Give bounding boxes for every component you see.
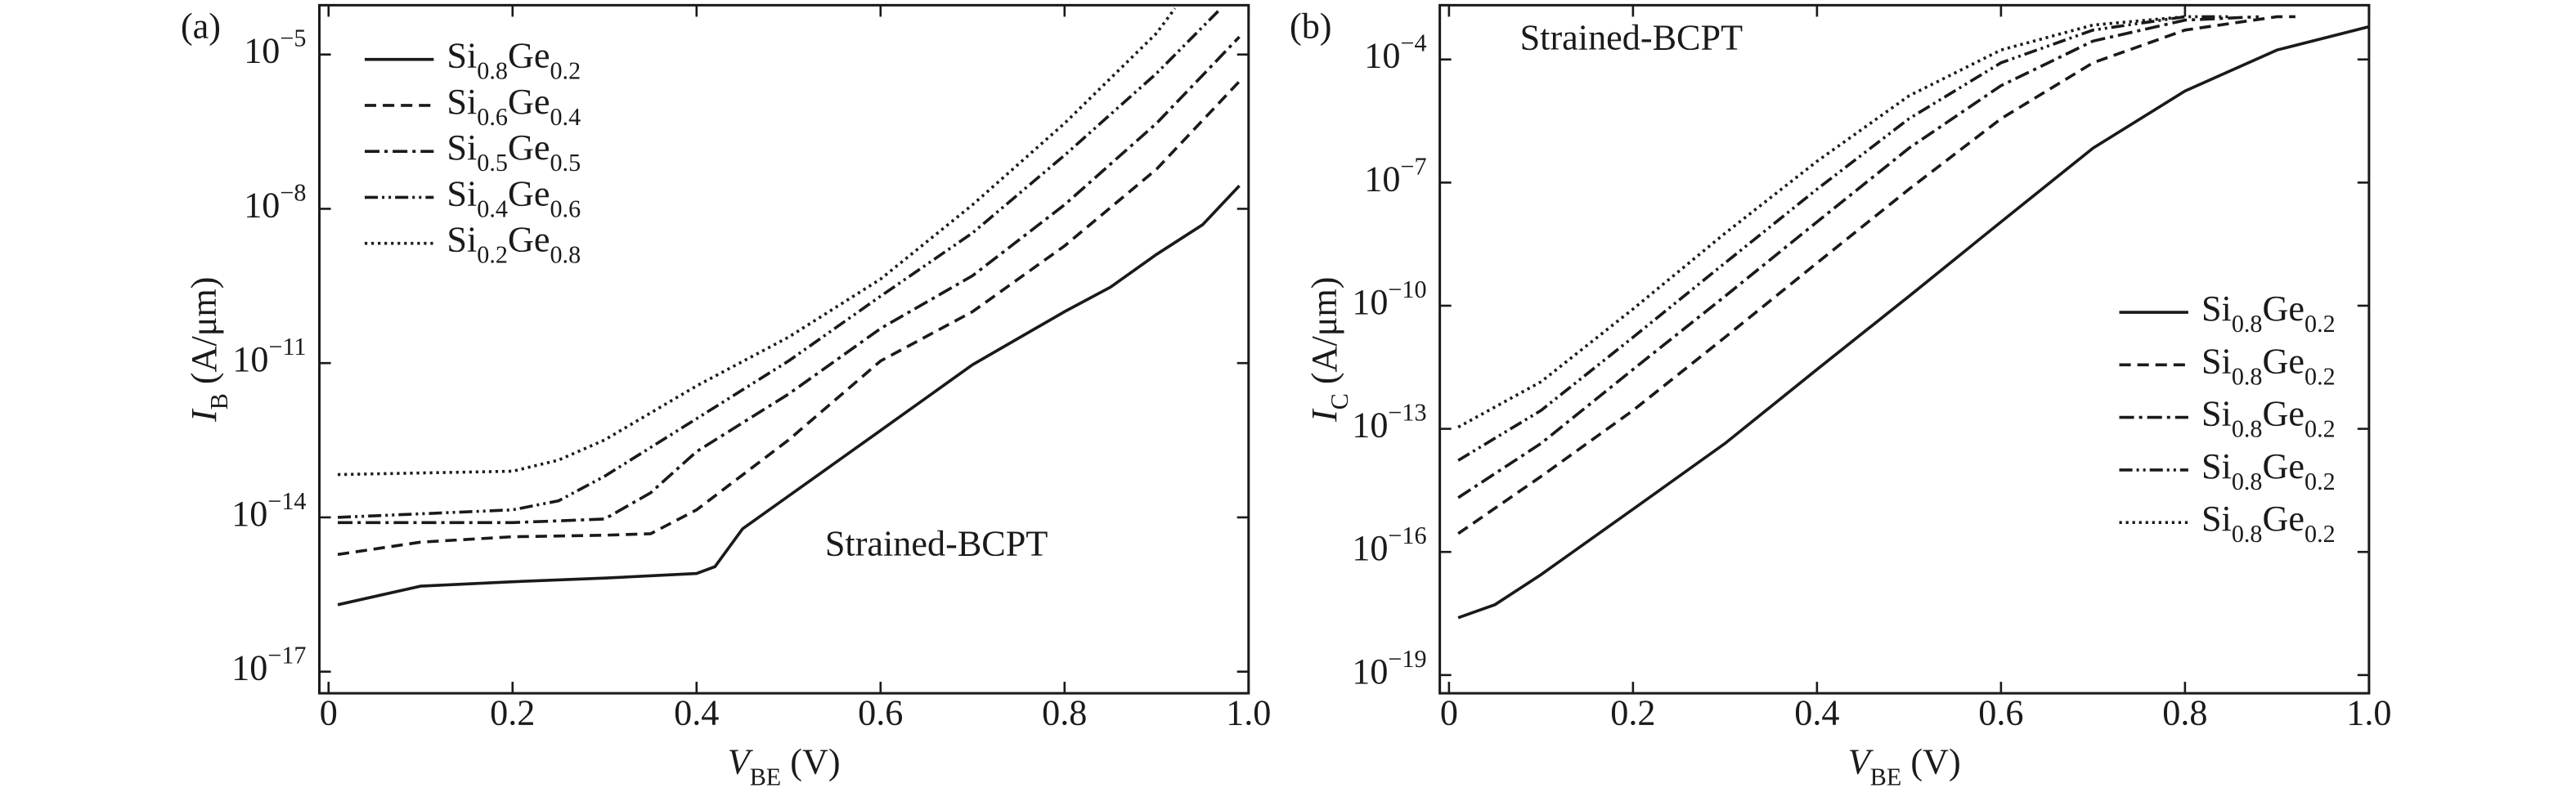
plot-frame	[318, 3, 1250, 695]
legend-label: Si0.8Ge0.2	[447, 36, 581, 85]
data-line	[1457, 15, 2232, 462]
x-tick-label: 0.4	[674, 692, 719, 732]
panel-label: (b)	[1290, 7, 1332, 47]
x-tick-label: 0	[320, 692, 338, 732]
x-tick-label: 0.8	[1042, 692, 1087, 732]
data-line	[338, 35, 1241, 525]
y-tick-label: 10−14	[231, 487, 306, 534]
data-line	[1457, 15, 2296, 535]
plot-frame	[1438, 3, 2371, 695]
y-tick-label: 10−19	[1352, 645, 1426, 692]
x-tick-label: 0.2	[1610, 692, 1655, 732]
legend-label: Si0.8Ge0.2	[2201, 446, 2336, 495]
legend-label: Si0.4Ge0.6	[447, 174, 581, 223]
x-tick-label: 0.4	[1794, 692, 1839, 732]
y-tick-label: 10−5	[244, 25, 306, 71]
x-axis-label: VBE (V)	[1848, 742, 1961, 791]
data-line	[1457, 15, 2186, 429]
x-tick-label: 1.0	[1226, 692, 1271, 732]
y-tick-label: 10−10	[1352, 275, 1426, 322]
y-tick-label: 10−8	[244, 178, 306, 225]
annotation: Strained-BCPT	[825, 523, 1048, 563]
x-tick-label: 0.8	[2162, 692, 2207, 732]
y-axis-label: IC (A/μm)	[1304, 276, 1353, 423]
y-axis-label: IB (A/μm)	[184, 276, 233, 423]
legend-label: Si0.8Ge0.2	[2201, 394, 2336, 443]
data-line	[337, 80, 1241, 557]
y-tick-label: 10−16	[1352, 522, 1426, 568]
data-line	[1457, 25, 2369, 620]
y-tick-label: 10−11	[232, 333, 306, 379]
panel-label: (a)	[181, 7, 221, 47]
x-tick-label: 0.2	[490, 692, 535, 732]
y-tick-label: 10−13	[1352, 399, 1426, 446]
x-tick-label: 0.6	[1978, 692, 2023, 732]
legend-label: Si0.8Ge0.2	[2201, 289, 2336, 338]
x-axis-label: VBE (V)	[728, 742, 841, 791]
data-line	[338, 7, 1177, 477]
x-tick-label: 1.0	[2346, 692, 2391, 732]
data-line	[1457, 15, 2259, 499]
data-line	[337, 7, 1223, 519]
x-tick-label: 0	[1440, 692, 1458, 732]
legend-label: Si0.5Ge0.5	[447, 128, 581, 177]
y-tick-label: 10−17	[231, 642, 306, 688]
legend-label: Si0.8Ge0.2	[2201, 499, 2336, 548]
legend-label: Si0.6Ge0.4	[447, 82, 581, 131]
x-tick-label: 0.6	[858, 692, 903, 732]
data-line	[337, 185, 1241, 607]
legend-label: Si0.2Ge0.8	[447, 220, 581, 269]
legend-label: Si0.8Ge0.2	[2201, 341, 2336, 390]
y-tick-label: 10−4	[1364, 29, 1426, 76]
y-tick-label: 10−7	[1364, 152, 1426, 199]
annotation: Strained-BCPT	[1520, 18, 1743, 58]
